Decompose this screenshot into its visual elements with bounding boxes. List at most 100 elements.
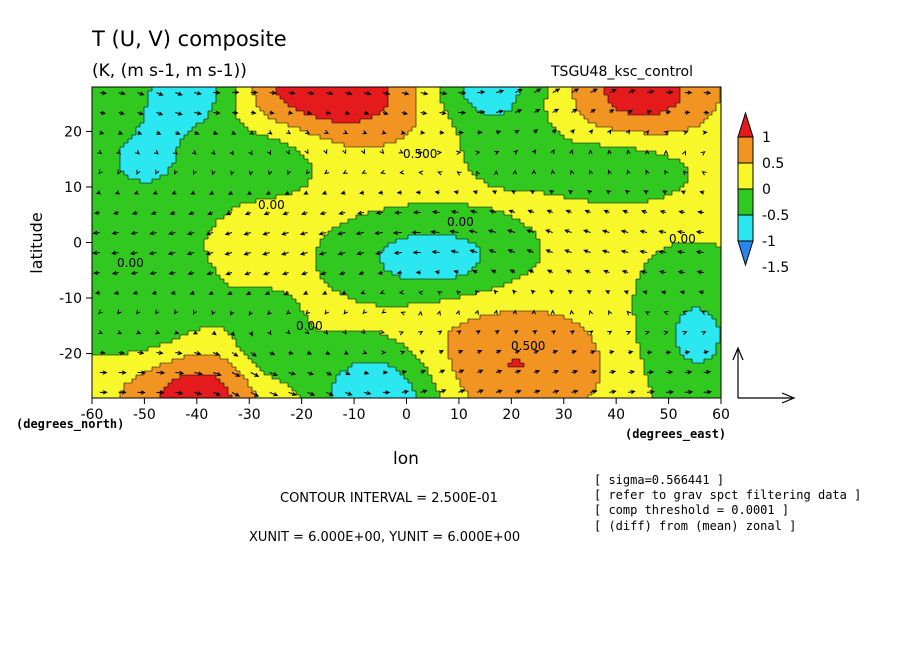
field-cell (188, 135, 193, 140)
field-cell (248, 187, 253, 192)
field-cell (228, 311, 233, 316)
field-cell (292, 287, 297, 292)
field-cell (280, 203, 285, 208)
field-cell (208, 87, 213, 92)
field-cell (108, 147, 113, 152)
field-cell (184, 379, 189, 384)
field-cell (188, 275, 193, 280)
field-cell (332, 135, 337, 140)
field-cell (96, 239, 101, 244)
field-cell (184, 323, 189, 328)
field-cell (104, 211, 109, 216)
field-cell (112, 99, 117, 104)
field-cell (256, 363, 261, 368)
field-cell (180, 343, 185, 348)
field-cell (156, 95, 161, 100)
field-cell (108, 143, 113, 148)
field-cell (260, 171, 265, 176)
field-cell (260, 207, 265, 212)
field-cell (300, 107, 305, 112)
field-cell (332, 291, 337, 296)
field-cell (132, 123, 137, 128)
field-cell (252, 135, 257, 140)
field-cell (140, 323, 145, 328)
field-cell (196, 347, 201, 352)
field-cell (332, 215, 337, 220)
field-cell (212, 123, 217, 128)
field-cell (240, 191, 245, 196)
field-cell (292, 115, 297, 120)
field-cell (168, 327, 173, 332)
field-cell (284, 267, 289, 272)
field-cell (236, 383, 241, 388)
field-cell (296, 211, 301, 216)
field-cell (120, 363, 125, 368)
field-cell (328, 243, 333, 248)
field-cell (160, 235, 165, 240)
field-cell (344, 359, 349, 364)
field-cell (168, 343, 173, 348)
field-cell (188, 171, 193, 176)
field-cell (92, 263, 97, 268)
field-cell (172, 355, 177, 360)
field-cell (288, 295, 293, 300)
field-cell (244, 211, 249, 216)
field-cell (220, 383, 225, 388)
field-cell (288, 375, 293, 380)
field-cell (156, 275, 161, 280)
field-cell (164, 291, 169, 296)
field-cell (304, 95, 309, 100)
field-cell (344, 143, 349, 148)
field-cell (332, 95, 337, 100)
field-cell (156, 343, 161, 348)
field-cell (308, 335, 313, 340)
field-cell (232, 127, 237, 132)
field-cell (188, 315, 193, 320)
field-cell (200, 87, 205, 92)
field-cell (232, 239, 237, 244)
field-cell (196, 363, 201, 368)
field-cell (128, 279, 133, 284)
field-cell (288, 335, 293, 340)
field-cell (148, 199, 153, 204)
field-cell (100, 243, 105, 248)
field-cell (124, 131, 129, 136)
field-cell (168, 143, 173, 148)
field-cell (248, 255, 253, 260)
field-cell (224, 87, 229, 92)
field-cell (92, 151, 97, 156)
field-cell (148, 247, 153, 252)
field-cell (236, 315, 241, 320)
field-cell (172, 307, 177, 312)
field-cell (296, 323, 301, 328)
field-cell (308, 379, 313, 384)
field-cell (200, 363, 205, 368)
field-cell (344, 275, 349, 280)
field-cell (144, 99, 149, 104)
field-cell (112, 195, 117, 200)
field-cell (112, 203, 117, 208)
field-cell (332, 195, 337, 200)
field-cell (216, 379, 221, 384)
field-cell (192, 95, 197, 100)
field-cell (164, 199, 169, 204)
field-cell (172, 331, 177, 336)
field-cell (200, 135, 205, 140)
field-cell (192, 291, 197, 296)
field-cell (300, 339, 305, 344)
field-cell (268, 163, 273, 168)
field-cell (304, 167, 309, 172)
field-cell (276, 87, 281, 92)
field-cell (268, 391, 273, 396)
field-cell (140, 223, 145, 228)
field-cell (236, 239, 241, 244)
field-cell (292, 267, 297, 272)
field-cell (292, 143, 297, 148)
field-cell (128, 351, 133, 356)
field-cell (96, 159, 101, 164)
field-cell (116, 239, 121, 244)
field-cell (336, 231, 341, 236)
field-cell (240, 303, 245, 308)
field-cell (320, 363, 325, 368)
field-cell (316, 355, 321, 360)
